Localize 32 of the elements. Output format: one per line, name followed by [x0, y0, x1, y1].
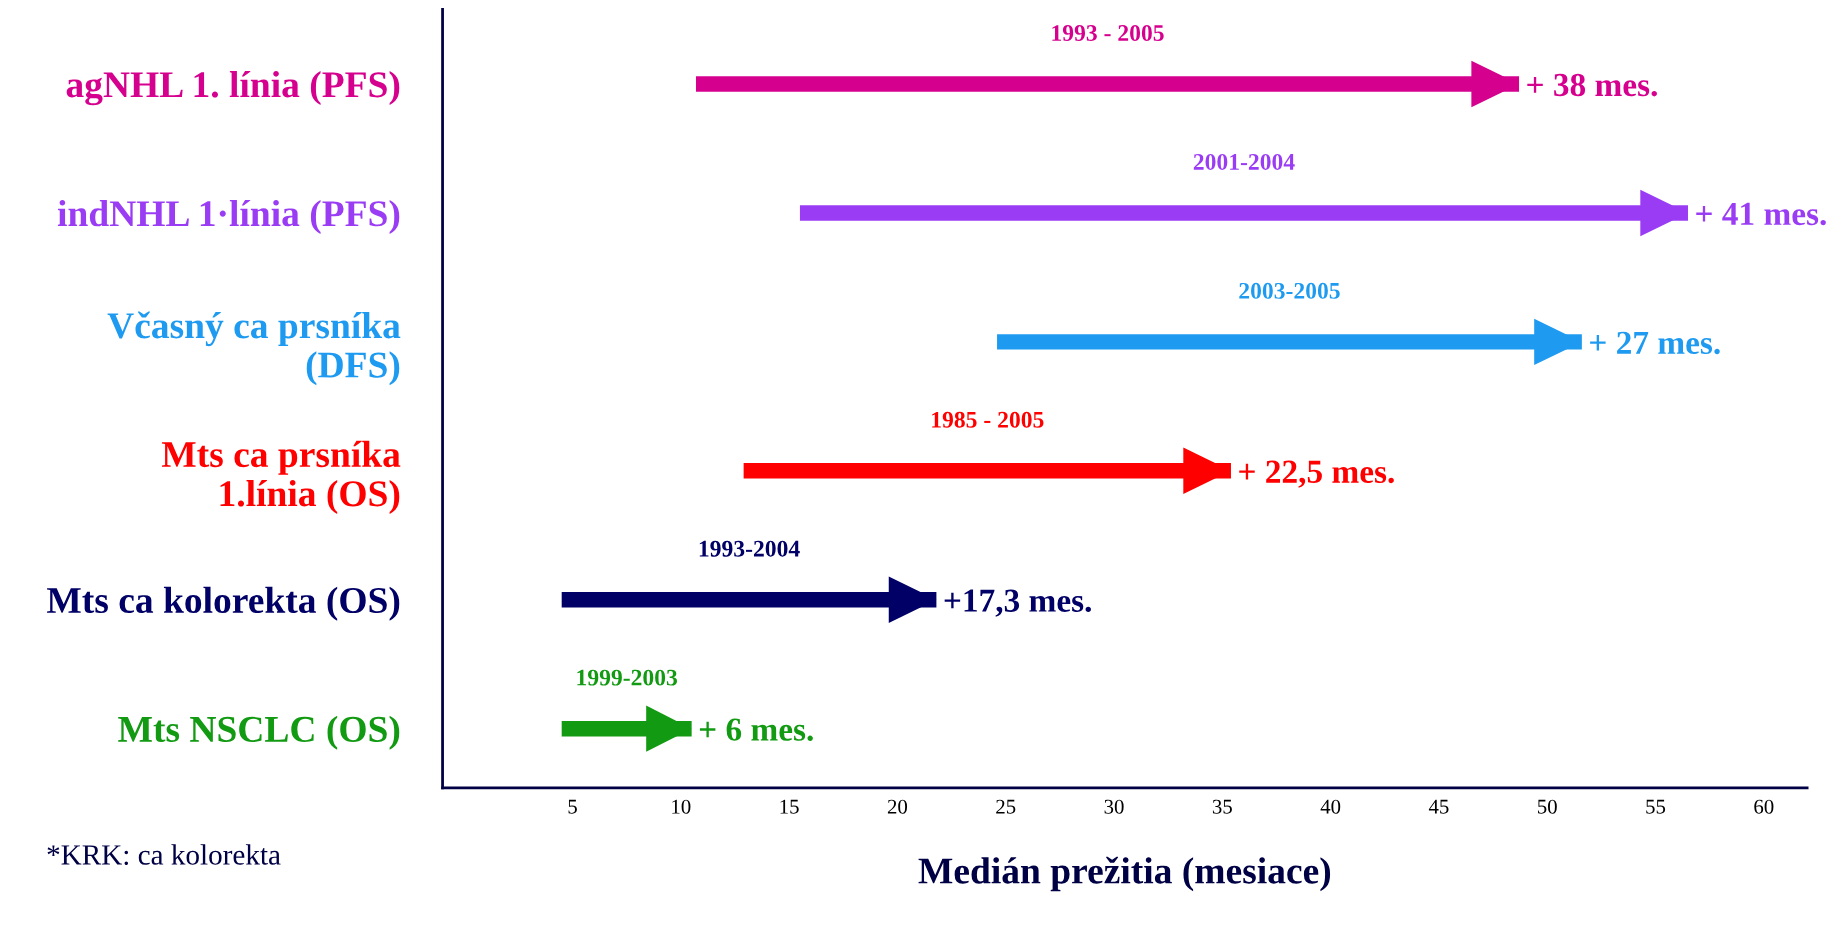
- x-tick-label: 10: [672, 799, 691, 814]
- data-label: + 22,5 mes.: [1239, 460, 1394, 488]
- x-tick-label: 55: [1646, 799, 1666, 814]
- data-label: + 38 mes.: [1527, 73, 1657, 97]
- annotation: 1999-2003: [577, 669, 678, 686]
- annotation: 1993-2004: [699, 540, 800, 557]
- x-tick-label: 35: [1212, 799, 1232, 814]
- x-axis-title: Medián prežitia (mesiace): [918, 856, 1331, 892]
- x-tick-label: 45: [1428, 799, 1449, 814]
- y-tick-label: Včasný ca prsníka (DFS): [107, 311, 401, 386]
- data-label: +17,3 mes.: [944, 589, 1091, 617]
- x-tick-label: 30: [1104, 799, 1124, 814]
- annotation: 1985 - 2005: [932, 411, 1044, 428]
- y-tick-label: Mts NSCLC (OS): [118, 715, 400, 750]
- x-tick-label: 15: [780, 799, 799, 814]
- x-tick-label: 5: [568, 799, 577, 814]
- y-tick-label: agNHL 1. línia (PFS): [66, 71, 400, 106]
- data-label: + 41 mes.: [1696, 202, 1826, 226]
- x-tick-label: 25: [996, 799, 1016, 814]
- y-tick-label: Mts ca prsníka 1.línia (OS): [161, 440, 401, 515]
- data-label: + 27 mes.: [1590, 331, 1720, 355]
- annotation: 2001-2004: [1193, 153, 1295, 170]
- x-tick-label: 50: [1538, 799, 1557, 814]
- y-tick-label: indNHL 1·línia (PFS): [57, 199, 400, 234]
- x-tick-label: 60: [1754, 799, 1774, 814]
- text: *KRK: ca kolorekta: [47, 844, 281, 865]
- y-tick-label: Mts ca kolorekta (OS): [47, 586, 400, 621]
- data-label: + 6 mes.: [699, 718, 813, 741]
- x-tick-label: 40: [1320, 799, 1341, 814]
- annotation: 2003-2005: [1239, 282, 1340, 299]
- x-tick-label: 20: [887, 799, 908, 814]
- annotation: 1993 - 2005: [1052, 25, 1164, 41]
